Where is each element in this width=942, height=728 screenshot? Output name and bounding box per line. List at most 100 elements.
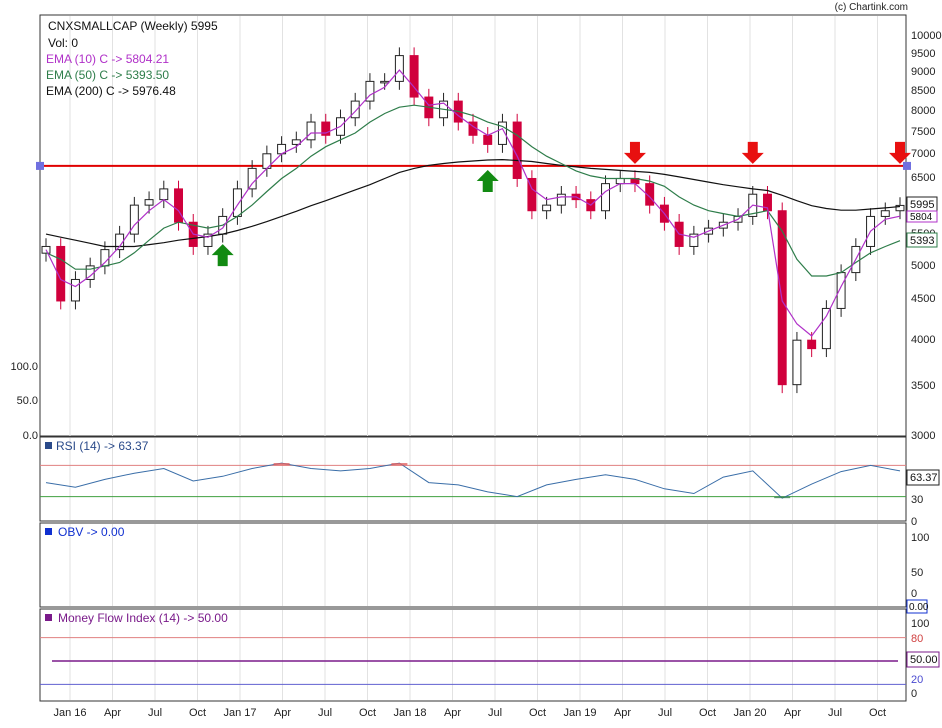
- candle-body: [100, 249, 110, 267]
- x-tick-label: Jul: [318, 707, 332, 719]
- x-tick-label: Apr: [444, 707, 461, 719]
- candle-body: [895, 204, 905, 212]
- x-tick-label: Jul: [658, 707, 672, 719]
- main-panel-frame: [39, 14, 907, 437]
- price-tick: 7500: [911, 126, 935, 138]
- candle-body: [321, 121, 331, 136]
- x-tick-label: Jan 18: [393, 707, 426, 719]
- marks-layer: [36, 47, 911, 685]
- candle-body: [409, 55, 419, 98]
- candle-body: [70, 278, 80, 302]
- price-tick: 8500: [911, 85, 935, 97]
- rsi-oversold-fill: [774, 496, 791, 499]
- mfi-tick: 20: [911, 674, 923, 686]
- rsi-value-box-text: 63.37: [910, 472, 938, 484]
- candle-body: [232, 188, 242, 217]
- rsi-tick: 0: [911, 516, 917, 528]
- ema50-label: EMA (50) C -> 5393.50: [46, 68, 169, 82]
- ema50-value-box: [906, 232, 938, 248]
- resistance-handle-left: [36, 161, 44, 170]
- candle-body: [512, 121, 522, 179]
- candle-body: [56, 245, 66, 302]
- candle-body: [880, 210, 890, 217]
- candle-body: [645, 183, 655, 206]
- resistance-handle-right: [903, 161, 911, 170]
- ema10-line: [45, 69, 901, 337]
- price-tick: 3000: [911, 430, 935, 442]
- obv-tick: 100: [911, 532, 929, 544]
- ema200-label: EMA (200) C -> 5976.48: [46, 84, 176, 98]
- price-tick: 4500: [911, 293, 935, 305]
- candle-body: [159, 188, 169, 201]
- x-tick-label: Jan 17: [223, 707, 256, 719]
- candle-body: [689, 233, 699, 247]
- mfi-tick: 100: [911, 618, 929, 630]
- price-tick: 8000: [911, 105, 935, 117]
- candle-body: [380, 80, 390, 84]
- mfi-tick: 80: [911, 633, 923, 645]
- candle-body: [792, 339, 802, 386]
- candle-body: [291, 139, 301, 145]
- candle-body: [247, 167, 257, 190]
- candle-body: [144, 199, 154, 206]
- chart-credit: (c) Chartink.com: [835, 2, 908, 13]
- mfi-legend-swatch: [45, 614, 52, 621]
- rsi-line: [45, 462, 901, 499]
- mfi-value-box: [906, 651, 940, 668]
- x-tick-label: Oct: [699, 707, 716, 719]
- x-tick-label: Apr: [784, 707, 801, 719]
- price-tick: 4000: [911, 334, 935, 346]
- candle-body: [306, 121, 316, 141]
- rsi-overbought-fill: [391, 463, 408, 466]
- candle-body: [807, 339, 817, 350]
- candle-body: [527, 177, 537, 212]
- ema10-value-box: [906, 210, 938, 223]
- price-tick: 7000: [911, 148, 935, 160]
- candle-body: [394, 55, 404, 82]
- candle-body: [615, 177, 625, 185]
- sell-signal-arrow: [623, 141, 646, 164]
- obv-tick: 0: [911, 588, 917, 600]
- x-tick-label: Oct: [359, 707, 376, 719]
- x-tick-label: Jul: [488, 707, 502, 719]
- x-tick-label: Apr: [104, 707, 121, 719]
- candle-body: [483, 134, 493, 145]
- candle-body: [365, 80, 375, 102]
- mfi-value-box-text: 50.00: [910, 654, 938, 666]
- x-tick-label: Jul: [828, 707, 842, 719]
- volume-label: Vol: 0: [48, 36, 78, 50]
- buy-signal-arrow: [211, 244, 234, 267]
- x-axis-labels: Jan 16 Apr Jul Oct Jan 17 Apr Jul Oct Jan 18 Apr J…: [53, 707, 886, 719]
- candle-body: [203, 233, 213, 247]
- x-tick-label: Oct: [869, 707, 886, 719]
- price-tick: 9000: [911, 66, 935, 78]
- chart-title: CNXSMALLCAP (Weekly) 5995: [48, 19, 218, 33]
- x-tick-label: Jan 20: [733, 707, 766, 719]
- obv-label: OBV -> 0.00: [58, 525, 125, 539]
- candle-body: [497, 121, 507, 145]
- x-tick-label: Jul: [148, 707, 162, 719]
- x-tick-label: Oct: [529, 707, 546, 719]
- candle-body: [821, 307, 831, 350]
- price-tick: 5000: [911, 260, 935, 272]
- sell-signal-arrow: [741, 141, 764, 164]
- ema10-value-box-text: 5804: [910, 212, 933, 223]
- candle-body: [174, 188, 183, 223]
- candle-body: [601, 183, 610, 212]
- rsi-panel-frame: [39, 436, 907, 522]
- candle-body: [129, 204, 139, 235]
- candle-body: [542, 204, 552, 212]
- sell-signal-arrow: [889, 141, 911, 164]
- ema50-line: [45, 104, 901, 277]
- mfi-label: Money Flow Index (14) -> 50.00: [58, 611, 228, 625]
- volume-tick: 0.0: [23, 430, 38, 442]
- x-tick-label: Oct: [189, 707, 206, 719]
- candle-body: [350, 100, 360, 119]
- x-tick-label: Jan 19: [563, 707, 596, 719]
- mfi-tick: 0: [911, 688, 917, 700]
- price-tick: 6500: [911, 172, 935, 184]
- rsi-label: RSI (14) -> 63.37: [56, 439, 149, 453]
- rsi-legend-swatch: [45, 442, 52, 449]
